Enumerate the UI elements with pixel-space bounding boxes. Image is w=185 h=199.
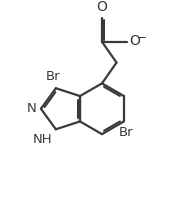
Text: Br: Br [118, 126, 133, 139]
Text: NH: NH [33, 133, 53, 145]
Text: O: O [129, 34, 140, 48]
Text: O: O [97, 0, 107, 15]
Text: Br: Br [45, 70, 60, 83]
Text: −: − [137, 31, 147, 44]
Text: N: N [27, 102, 37, 115]
